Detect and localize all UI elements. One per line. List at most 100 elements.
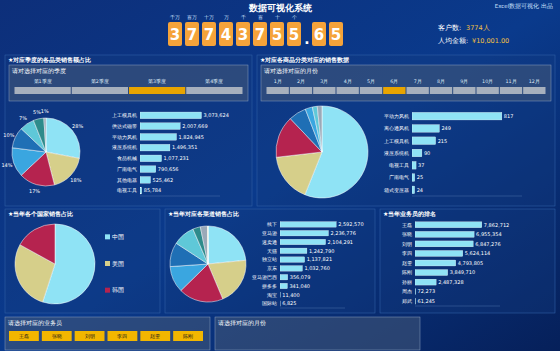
data-label: 10% [3, 132, 14, 138]
data-label: 7,862,712 [484, 222, 509, 228]
slicer-tab[interactable] [337, 87, 359, 94]
bar [412, 174, 415, 182]
bottom-slicer-button[interactable] [75, 331, 105, 341]
bar [140, 177, 151, 184]
data-label: 1,242,790 [309, 248, 334, 254]
bar [140, 187, 142, 194]
counter-digit: 3 [238, 26, 248, 44]
bar [280, 257, 305, 262]
data-label: 356,079 [290, 274, 311, 280]
axis-line [412, 196, 522, 197]
slicer-label: 请对选择对应的季度 [12, 67, 66, 74]
counter-box [236, 22, 250, 46]
data-label: 2,007,669 [182, 123, 207, 129]
bar [415, 289, 416, 295]
category-label: 电视工具 [389, 162, 409, 168]
data-label: 25 [417, 174, 423, 180]
category-label: 上工模具机 [384, 138, 409, 144]
counter-box [287, 22, 301, 46]
slicer-tab[interactable] [360, 87, 382, 94]
slice [33, 118, 46, 152]
data-label: 249 [441, 125, 451, 131]
category-label: 亚马逊巴西 [252, 274, 277, 280]
per-capita-label: 人均金额: [438, 37, 468, 45]
data-label: 11,400 [282, 292, 300, 298]
counter-box [329, 22, 343, 46]
bar [280, 301, 281, 306]
bottom-slicer-item: 赵雯 [150, 333, 160, 339]
slicer-tab[interactable] [477, 87, 499, 94]
counter-unit: 万 [224, 15, 229, 20]
panel [380, 209, 555, 313]
slicer-tab[interactable] [453, 87, 475, 94]
slicer-tab[interactable] [186, 87, 242, 94]
bar [412, 125, 439, 133]
bar [140, 123, 180, 130]
counter-box [253, 22, 267, 46]
counter-digit: 7 [204, 26, 214, 44]
counter-unit: 十万 [204, 14, 214, 20]
slicer-tab[interactable] [430, 87, 452, 94]
counter-digit: 4 [221, 26, 231, 44]
counter-unit: 个 [292, 14, 297, 20]
data-label: 3,073,624 [203, 112, 228, 118]
bar [415, 279, 436, 285]
slicer-tab[interactable] [72, 87, 128, 94]
data-label: 215 [438, 138, 448, 144]
bar [415, 270, 448, 276]
category-label: 离心通风机 [384, 125, 409, 131]
category-label: 上工模具机 [112, 112, 137, 118]
slicer-item: 4月 [344, 79, 352, 84]
legend-swatch [105, 288, 110, 293]
slicer-tab[interactable] [313, 87, 335, 94]
category-label: 郑武 [402, 298, 412, 304]
slicer-tab[interactable] [267, 87, 289, 94]
bottom-slicer-button[interactable] [108, 331, 138, 341]
slice [200, 226, 208, 264]
panel [5, 55, 252, 206]
bottom-slicer-item: 刘明 [85, 333, 95, 339]
slicer-item: 6月 [390, 79, 398, 84]
data-label: 6,825 [282, 300, 296, 306]
slicer-item: 7月 [414, 79, 422, 84]
data-label: 18% [70, 177, 81, 183]
bar [140, 134, 176, 141]
bar [412, 149, 422, 157]
bottom-slicer-button[interactable] [140, 331, 170, 341]
axis-line [280, 308, 345, 309]
category-label: 液压系统机 [384, 150, 409, 156]
bottom-slicer-button[interactable] [173, 331, 203, 341]
data-label: 341,040 [289, 283, 310, 289]
slicer-tab[interactable] [523, 87, 545, 94]
data-label: 4,793,805 [458, 260, 483, 266]
category-label: 王磊 [402, 222, 412, 228]
slicer-tab[interactable] [407, 87, 429, 94]
slice [193, 227, 208, 264]
slice [207, 226, 208, 264]
counter-unit: 千 [241, 14, 246, 20]
panel-title: ★当年对应各渠道销售占比 [168, 210, 239, 217]
slicer-tab[interactable] [15, 87, 71, 94]
bar [280, 292, 281, 297]
bottom-slicer-button[interactable] [9, 331, 39, 341]
data-label: 6,955,354 [476, 231, 501, 237]
bar [280, 283, 287, 288]
bottom-slicer-item: 张晓 [52, 333, 62, 339]
slicer-item: 3月 [320, 79, 328, 84]
category-label: 供达式磁带 [112, 123, 137, 129]
category-label: 李四 [402, 250, 412, 256]
slicer-tab[interactable] [129, 87, 185, 94]
panel [165, 209, 375, 313]
slicer-tab[interactable] [290, 87, 312, 94]
slicer-tab[interactable] [500, 87, 522, 94]
slice [208, 226, 246, 264]
bottom-slicer-button[interactable] [42, 331, 72, 341]
bar [415, 250, 463, 256]
slicer-label: 请对选择对应的月份 [264, 67, 318, 74]
slicer-tab[interactable] [383, 87, 405, 94]
counter-box [312, 22, 326, 46]
slicer [261, 65, 551, 101]
category-label: 广南电气 [117, 166, 137, 172]
category-label: 平动力风机 [112, 134, 137, 140]
customers-value: 3774人 [466, 24, 490, 32]
